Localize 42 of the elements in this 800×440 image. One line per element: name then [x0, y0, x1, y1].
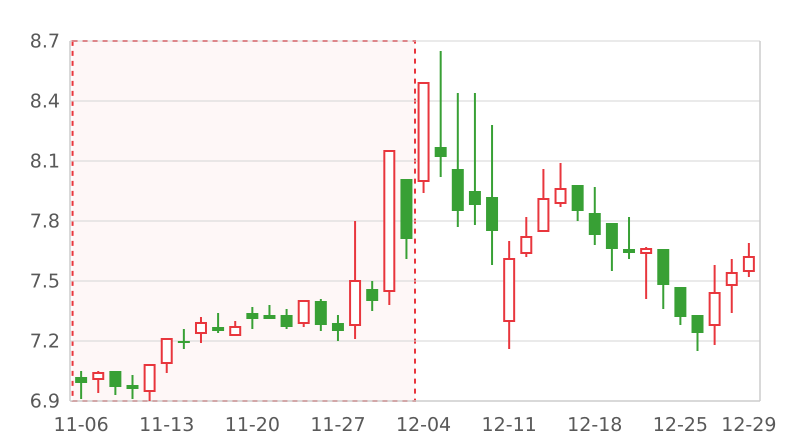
x-tick-label: 12-25 — [652, 414, 708, 436]
candlestick — [92, 370, 104, 394]
y-tick-label: 6.9 — [30, 390, 60, 413]
candlestick — [692, 314, 704, 352]
x-tick-label: 11-06 — [54, 414, 109, 436]
candlestick — [160, 338, 173, 374]
candlestick — [434, 50, 447, 178]
candlestick — [726, 258, 738, 314]
candlestick — [298, 300, 310, 328]
candlestick — [109, 370, 122, 396]
candlestick — [623, 216, 636, 260]
x-tick-label: 11-13 — [139, 414, 194, 436]
x-tick-label: 12-11 — [482, 414, 537, 436]
candlestick — [263, 304, 276, 320]
candlestick — [640, 246, 652, 300]
x-tick-label: 12-04 — [396, 414, 452, 436]
candlestick — [366, 280, 378, 312]
candlestick — [588, 186, 601, 246]
candlestick — [280, 308, 293, 330]
candlestick — [468, 92, 481, 226]
candlestick — [520, 216, 532, 258]
x-tick-label: 12-18 — [567, 414, 622, 436]
candlestick — [246, 306, 258, 330]
candlestick — [194, 316, 207, 344]
y-tick-label: 7.8 — [30, 210, 60, 233]
y-tick-label: 8.4 — [30, 90, 60, 113]
candlestick — [332, 314, 344, 342]
x-tick-label: 11-27 — [310, 414, 366, 436]
candlestick — [212, 312, 224, 334]
candlestick — [554, 162, 567, 208]
candlestick — [314, 298, 327, 332]
candlestick — [126, 374, 138, 400]
y-tick-label: 8.7 — [30, 30, 60, 53]
y-tick-label: 7.2 — [30, 330, 60, 353]
x-tick-label: 11-20 — [224, 414, 280, 436]
candlestick — [178, 328, 190, 350]
candlestick — [229, 320, 242, 336]
candlestick — [742, 242, 755, 278]
y-tick-label: 7.5 — [30, 270, 60, 293]
y-tick-label: 8.1 — [30, 150, 60, 173]
x-tick-label: 12-29 — [721, 414, 776, 436]
candlestick — [75, 370, 88, 400]
